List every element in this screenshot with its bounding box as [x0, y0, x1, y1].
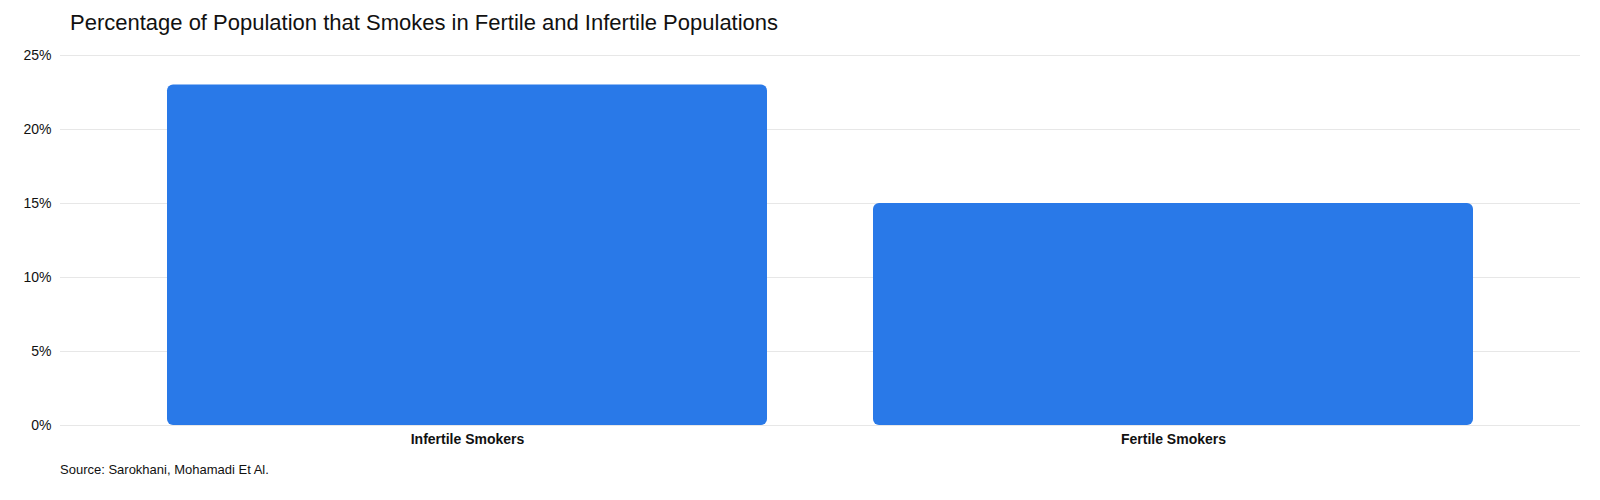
svg-text:Infertile Smokers: Infertile Smokers: [411, 431, 525, 447]
svg-text:20%: 20%: [23, 121, 51, 137]
svg-text:Fertile Smokers: Fertile Smokers: [1121, 431, 1226, 447]
svg-text:5%: 5%: [31, 343, 51, 359]
svg-text:15%: 15%: [23, 195, 51, 211]
svg-text:10%: 10%: [23, 269, 51, 285]
html-text:Percentage of Population that: Percentage of Population that Smokes in …: [70, 10, 779, 35]
svg-text:25%: 25%: [23, 47, 51, 63]
html-text:Source: Sarokhani, Mohamadi Et: Source: Sarokhani, Mohamadi Et Al.: [60, 462, 269, 477]
svg-text:0%: 0%: [31, 417, 51, 433]
